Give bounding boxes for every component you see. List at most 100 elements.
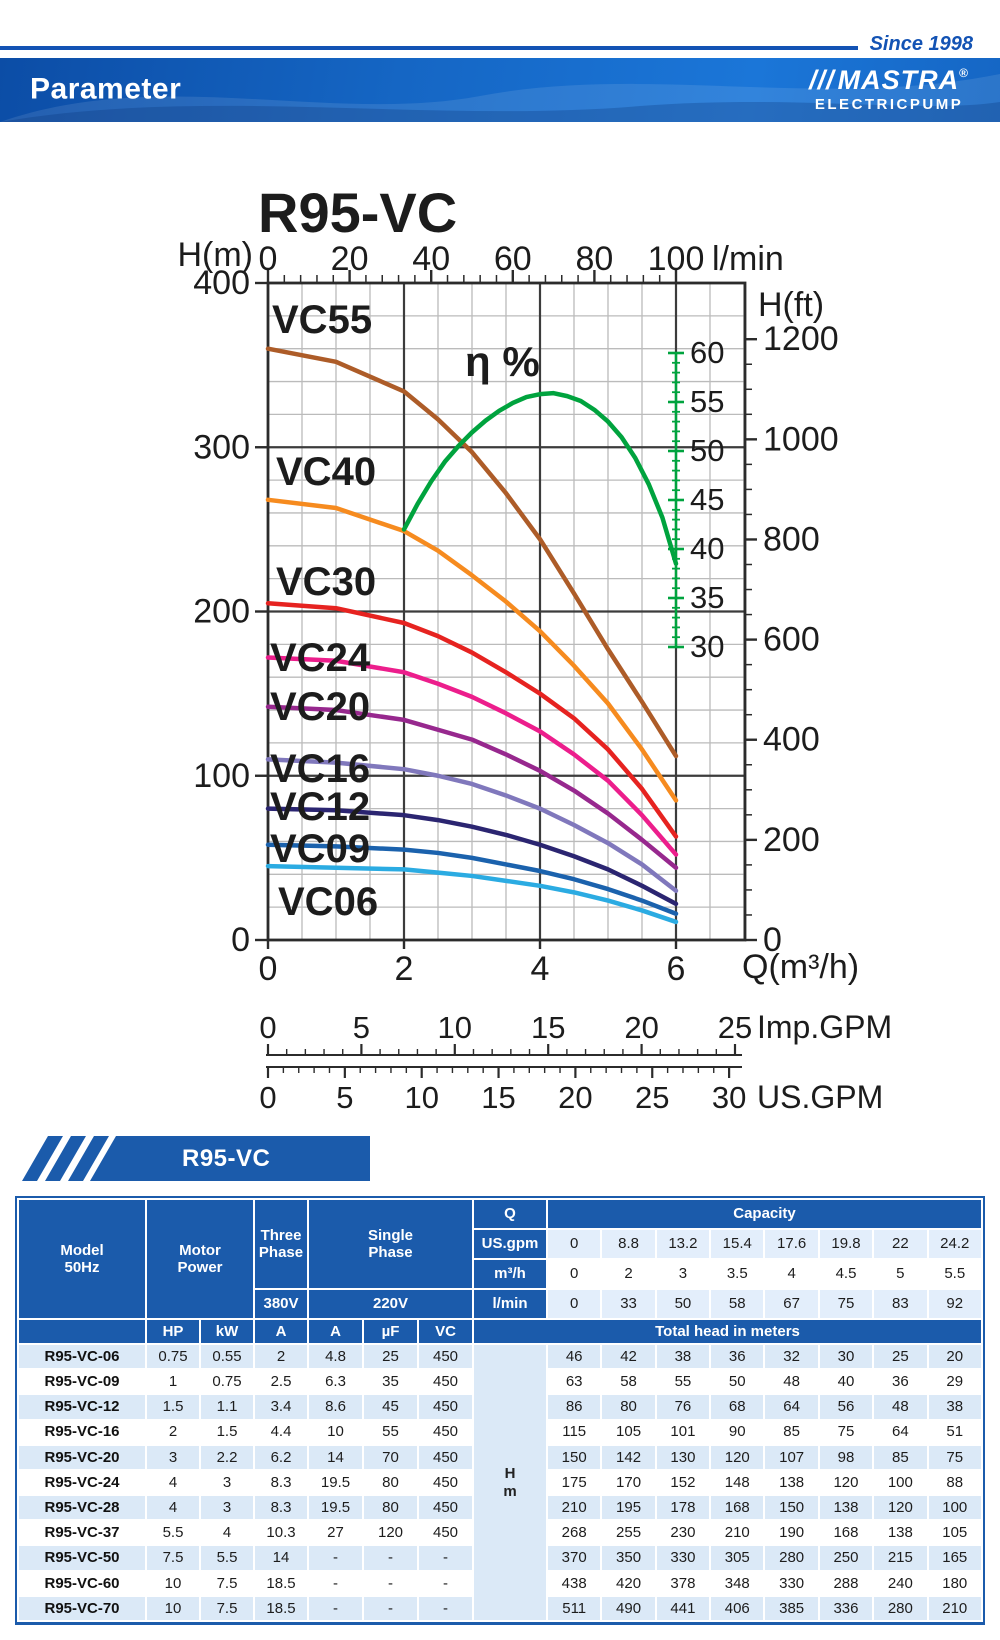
spec-cell: 19.5 <box>307 1468 365 1497</box>
col-header-single-phase: Single Phase <box>307 1198 475 1290</box>
capacity-value: 83 <box>872 1288 929 1320</box>
head-value-cell: 90 <box>709 1418 766 1446</box>
head-value-cell: 51 <box>926 1418 984 1446</box>
head-value-cell: 85 <box>763 1418 820 1446</box>
spec-cell: 4 <box>145 1468 201 1497</box>
brand-logo-wordmark: ///MASTRA® <box>809 67 969 94</box>
capacity-value: 24.2 <box>926 1228 984 1260</box>
head-value-cell: 48 <box>763 1368 820 1396</box>
capacity-value: 5.5 <box>926 1258 984 1290</box>
head-value-cell: 150 <box>763 1494 820 1522</box>
table-row: R95-VC-50 7.5 5.5 14- - -370 350 330 305 280 250 21… <box>17 1544 984 1572</box>
eta-axis-tick-label: 55 <box>690 384 724 419</box>
bottom-axis-tick-label: 6 <box>667 950 686 988</box>
head-value-cell: 210 <box>546 1494 603 1522</box>
capacity-value: 4.5 <box>817 1258 875 1290</box>
right-axis-tick-label: 1200 <box>763 320 839 358</box>
head-value-cell: 42 <box>600 1342 657 1371</box>
imp-gpm-tick-label: 5 <box>353 1010 370 1045</box>
logo-slashes-icon: /// <box>809 65 835 95</box>
table-row: R95-VC-12 1.5 1.1 3.4 8.6 45 450 86 80 76 68 64 56 48… <box>17 1393 984 1421</box>
capacity-value: 5 <box>872 1258 929 1290</box>
head-value-cell: 170 <box>600 1468 657 1497</box>
head-value-cell: 101 <box>654 1418 712 1446</box>
capacity-value: 33 <box>600 1288 657 1320</box>
voltage-220: 220V <box>307 1288 475 1320</box>
top-axis-tick-label: 100 <box>648 240 705 278</box>
curve-VC40 <box>265 497 679 803</box>
head-value-cell: 55 <box>654 1368 712 1396</box>
spec-cell: 450 <box>417 1494 475 1522</box>
spec-cell: 18.5 <box>253 1569 310 1597</box>
curve-label-VC12: VC12 <box>270 785 370 829</box>
sub-header-VC: VC <box>417 1318 475 1345</box>
bottom-axis-unit: Q(m³/h) <box>742 948 859 986</box>
head-value-cell: 120 <box>872 1494 929 1522</box>
pump-curves-chart: R95-VC0 20 40 60 80 100 l/minH(m)0100200300400… <box>177 181 892 1115</box>
spec-cell: 450 <box>417 1368 475 1396</box>
model-cell: R95-VC-28 <box>17 1494 147 1522</box>
spec-cell: 450 <box>417 1418 475 1446</box>
spec-cell: 1.5 <box>198 1418 256 1446</box>
head-value-cell: 120 <box>709 1443 766 1471</box>
blank-header-cell <box>17 1318 147 1345</box>
head-value-cell: 107 <box>763 1443 820 1471</box>
head-value-cell: 180 <box>926 1569 984 1597</box>
us-gpm-tick-label: 10 <box>404 1080 438 1115</box>
spec-cell: 14 <box>253 1544 310 1572</box>
curve-VC12 <box>265 806 679 907</box>
spec-cell: 3.4 <box>253 1393 310 1421</box>
table-section-banner: R95-VC <box>22 1136 370 1181</box>
head-value-cell: 105 <box>600 1418 657 1446</box>
head-value-cell: 370 <box>546 1544 603 1572</box>
imp-gpm-tick-label: 15 <box>531 1010 565 1045</box>
head-value-cell: 115 <box>546 1418 603 1446</box>
head-value-cell: 120 <box>817 1468 875 1497</box>
us-gpm-tick-label: 30 <box>712 1080 746 1115</box>
sub-header-total-head: Total head in meters <box>472 1318 983 1345</box>
curve-label-VC09: VC09 <box>270 827 370 871</box>
spec-cell: 80 <box>362 1494 420 1522</box>
head-value-cell: 46 <box>546 1342 603 1371</box>
spec-cell: 3 <box>198 1494 256 1522</box>
spec-cell: 80 <box>362 1468 420 1497</box>
spec-cell: - <box>417 1569 475 1597</box>
spec-cell: 3 <box>198 1468 256 1497</box>
head-value-cell: 58 <box>600 1368 657 1396</box>
head-value-cell: 230 <box>654 1519 712 1547</box>
us-gpm-tick-label: 20 <box>558 1080 592 1115</box>
left-axis-tick-label: 400 <box>193 264 250 302</box>
head-value-cell: 20 <box>926 1342 984 1371</box>
imp-gpm-tick-label: 0 <box>259 1010 276 1045</box>
sub-header-kW: kW <box>198 1318 256 1345</box>
top-axis-tick-label: 20 <box>331 240 369 278</box>
spec-cell: 5.5 <box>145 1519 201 1547</box>
capacity-value: 8.8 <box>600 1228 657 1260</box>
spec-cell: 7.5 <box>145 1544 201 1572</box>
spec-cell: 4 <box>198 1519 256 1547</box>
spec-cell: 1 <box>145 1368 201 1396</box>
head-value-cell: 280 <box>872 1594 929 1623</box>
capacity-value: 50 <box>654 1288 712 1320</box>
col-header-q: Q <box>472 1198 549 1230</box>
spec-cell: - <box>307 1594 365 1623</box>
table-row: R95-VC-60 10 7.5 18.5- - -438 420 378 348 330 288 2… <box>17 1569 984 1597</box>
right-axis-tick-label: 600 <box>763 621 820 659</box>
capacity-value: 0 <box>546 1228 603 1260</box>
head-value-cell: 138 <box>763 1468 820 1497</box>
col-header-motor-power: Motor Power <box>144 1198 256 1320</box>
table-row: R95-VC-70 10 7.5 18.5- - -511 490 441 406 385 336 2… <box>17 1594 984 1623</box>
head-value-cell: 36 <box>872 1368 929 1396</box>
right-axis-tick-label: 1000 <box>763 420 839 458</box>
spec-cell: 10 <box>145 1569 201 1597</box>
capacity-value: 2 <box>600 1258 657 1290</box>
banner-wave-decoration <box>0 74 1000 122</box>
spec-cell: 1.1 <box>198 1393 256 1421</box>
curve-label-VC40: VC40 <box>276 450 376 494</box>
head-value-cell: 56 <box>817 1393 875 1421</box>
us-gpm-unit: US.GPM <box>757 1079 883 1115</box>
since-text: Since 1998 <box>869 33 973 55</box>
right-axis-tick-label: 400 <box>763 721 820 759</box>
model-cell: R95-VC-20 <box>17 1443 147 1471</box>
head-value-cell: 178 <box>654 1494 712 1522</box>
